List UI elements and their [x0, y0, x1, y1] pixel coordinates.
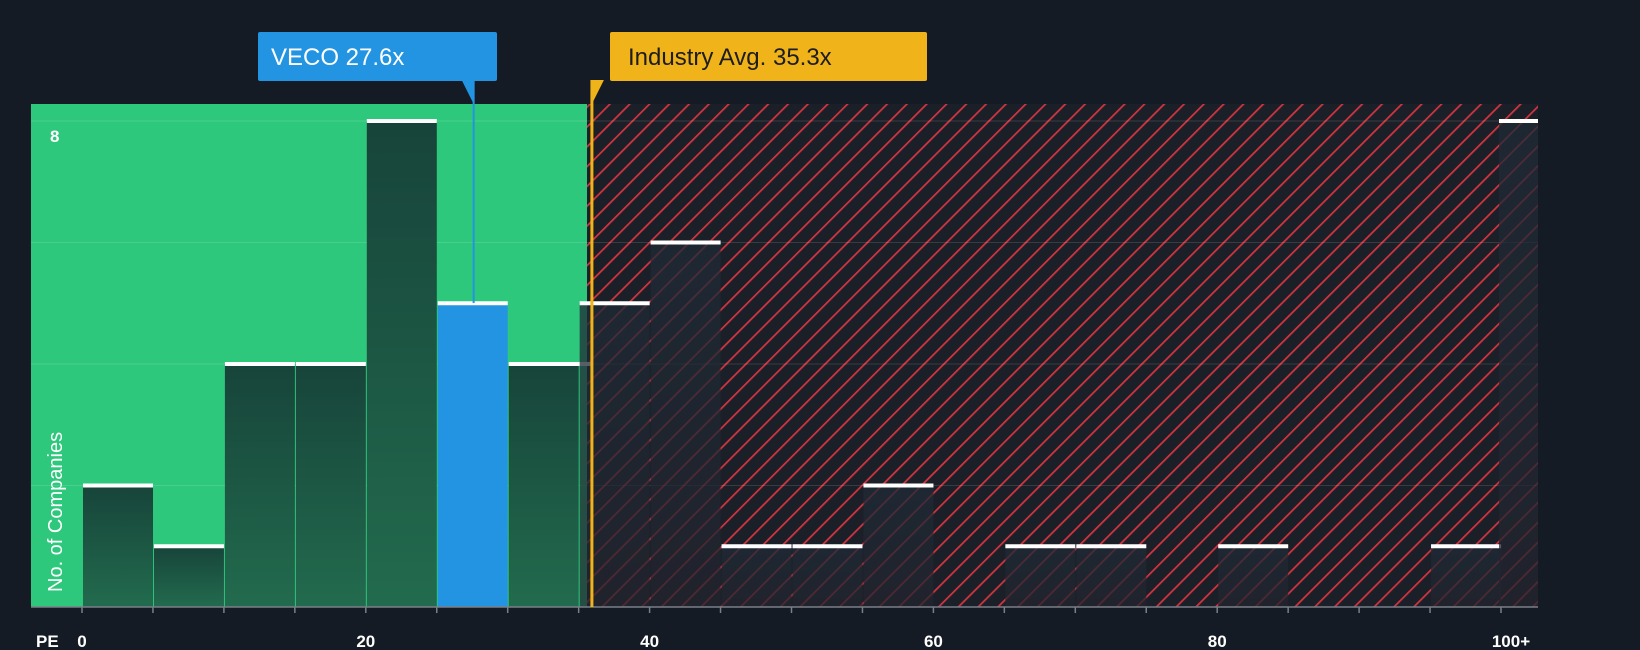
x-tick-label: 20 [356, 632, 375, 650]
histogram-bar [508, 364, 579, 607]
bar-cap [1076, 544, 1147, 549]
histogram-bar [1218, 546, 1289, 607]
company-callout [258, 32, 497, 81]
company-callout-label: VECO 27.6x [271, 44, 404, 71]
x-axis-label: PE [36, 632, 59, 650]
bar-cap [1431, 544, 1502, 549]
histogram-bar [224, 364, 295, 607]
histogram-bar [1076, 546, 1147, 607]
bar-cap [153, 544, 224, 549]
axes: 0 20 40 60 80 100+ PE 8 No. of Companies [31, 127, 1538, 650]
bar-cap [295, 362, 366, 366]
histogram-bar [83, 485, 153, 607]
bar-cap [224, 362, 295, 366]
histogram-bar [863, 485, 934, 607]
bar-cap [1218, 544, 1289, 549]
bar-cap [579, 301, 650, 306]
y-tick-label: 8 [50, 127, 59, 146]
histogram-bar [153, 546, 224, 607]
bar-cap [437, 301, 508, 306]
bar-cap [83, 483, 153, 488]
bar-cap [1005, 544, 1076, 549]
histogram-bar [295, 364, 366, 607]
histogram-bar [1431, 546, 1502, 607]
bar-cap [1499, 119, 1538, 123]
histogram-bar [721, 546, 792, 607]
markers: VECO 27.6x Industry Avg. 35.3x [258, 32, 927, 607]
bar-cap [508, 362, 593, 366]
histogram-bar [437, 303, 508, 607]
histogram-bar [1005, 546, 1076, 607]
bar-cap [366, 119, 437, 123]
bar-cap [792, 544, 863, 549]
industry-avg-callout [610, 32, 927, 81]
x-tick-label: 80 [1208, 632, 1227, 650]
x-tick-label: 40 [640, 632, 659, 650]
bar-cap [650, 240, 721, 245]
bar-cap [863, 483, 934, 488]
histogram-bar [366, 121, 437, 607]
industry-avg-callout-pointer [591, 80, 604, 104]
x-tick-label: 100+ [1492, 632, 1530, 650]
histogram-bar [650, 242, 721, 607]
x-tick-label: 0 [77, 632, 86, 650]
bar-cap [721, 544, 792, 549]
company-callout-pointer [461, 80, 474, 104]
overvalued-zone [587, 104, 1538, 607]
histogram-bars [83, 119, 1538, 607]
histogram-bar [1499, 121, 1538, 607]
x-tick-label: 60 [924, 632, 943, 650]
histogram-bar [792, 546, 863, 607]
histogram-bar [579, 303, 650, 607]
industry-avg-callout-label: Industry Avg. 35.3x [628, 44, 832, 71]
y-axis-label: No. of Companies [45, 432, 67, 592]
